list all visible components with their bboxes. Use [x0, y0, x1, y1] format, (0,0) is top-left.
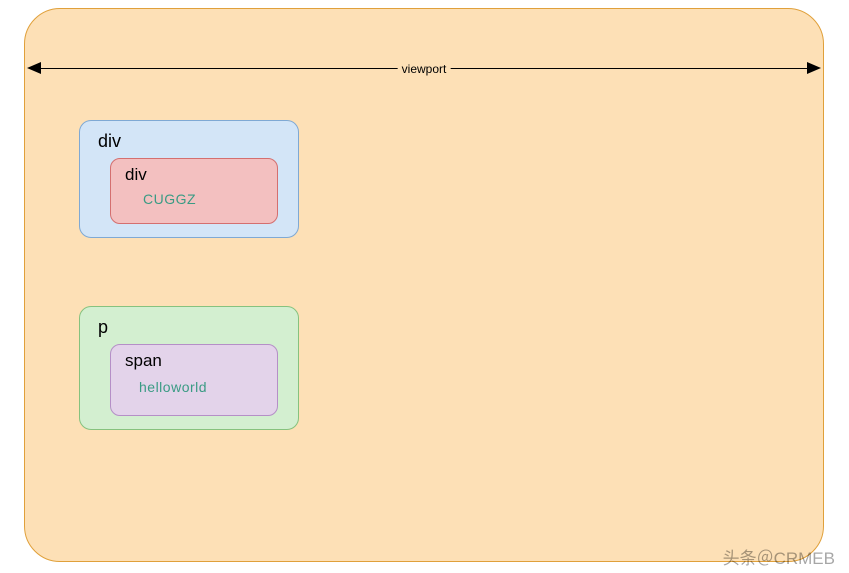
- inner-div-content: CUGGZ: [143, 191, 196, 207]
- diagram-canvas: viewport div div CUGGZ p span helloworld: [24, 8, 824, 562]
- inner-span-content: helloworld: [139, 379, 207, 395]
- inner-div-box: div CUGGZ: [110, 158, 278, 224]
- inner-span-label: span: [125, 351, 162, 371]
- outer-div-label: div: [98, 131, 121, 152]
- viewport-box: [24, 8, 824, 562]
- inner-span-box: span helloworld: [110, 344, 278, 416]
- inner-div-label: div: [125, 165, 147, 185]
- arrow-head-left-icon: [27, 62, 41, 74]
- outer-p-label: p: [98, 317, 108, 338]
- viewport-label: viewport: [398, 62, 451, 76]
- watermark-text: 头条＠CRMEB: [723, 544, 835, 569]
- arrow-head-right-icon: [807, 62, 821, 74]
